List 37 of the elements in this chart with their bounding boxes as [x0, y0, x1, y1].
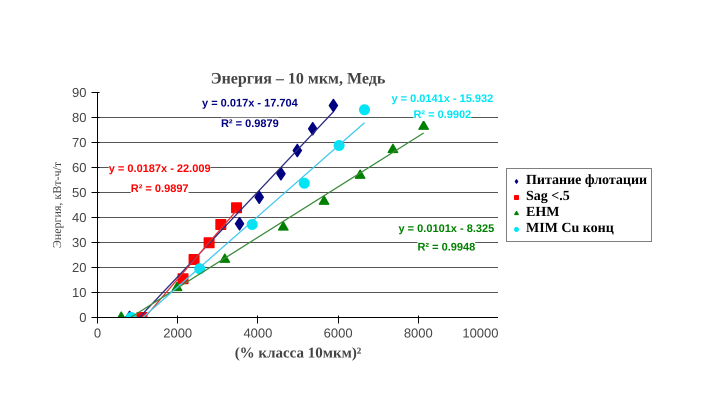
x-tick-label: 6000	[324, 326, 353, 340]
x-tick-label: 10000	[462, 326, 499, 340]
legend-label: Питание флотации	[526, 172, 648, 188]
y-tick-label: 40	[72, 210, 87, 225]
x-tick-label: 0	[94, 326, 102, 340]
annotation: R² = 0.9902	[413, 109, 472, 121]
chart-title: Энергия – 10 мкм, Медь	[210, 70, 386, 88]
annotation: R² = 0.9948	[417, 242, 476, 254]
annotation: R² = 0.9879	[220, 118, 279, 130]
annotation: y = 0.0141x - 15.932	[391, 92, 494, 105]
y-tick-label: 60	[72, 160, 87, 175]
y-tick-label: 10	[72, 285, 87, 300]
y-tick-label: 50	[72, 185, 87, 200]
y-tick-label: 30	[72, 235, 87, 250]
annotation: y = 0.0101x - 8.325	[398, 222, 494, 235]
annotation: y = 0.0187x - 22.009	[108, 162, 211, 175]
y-tick-label: 80	[72, 110, 87, 125]
y-tick-label: 90	[72, 85, 87, 100]
point	[358, 104, 370, 116]
legend-label: EHM	[526, 204, 560, 220]
legend-label: Sag <.5	[526, 188, 570, 204]
point	[278, 220, 289, 231]
annotation: R² = 0.9897	[130, 182, 189, 195]
point	[298, 178, 310, 189]
point	[318, 195, 330, 205]
y-axis-title: Энергия, кВт-ч/т	[50, 161, 64, 248]
point	[254, 190, 264, 204]
point	[328, 98, 338, 112]
x-tick-label: 4000	[243, 326, 272, 340]
y-tick-label: 70	[72, 135, 87, 150]
y-tick-label: 0	[79, 310, 87, 325]
x-axis-title: (% класса 10мкм)²	[234, 346, 362, 362]
y-tick-label: 20	[72, 260, 87, 275]
x-tick-label: 8000	[404, 326, 433, 340]
annotation: y = 0.017x - 17.704	[202, 98, 299, 110]
legend-label: MIM Cu конц	[526, 220, 614, 236]
x-tick-label: 2000	[163, 326, 192, 340]
